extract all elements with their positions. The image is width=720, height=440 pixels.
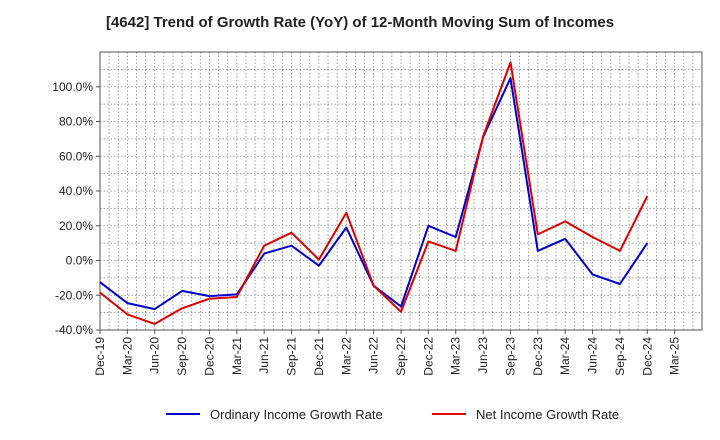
x-tick-label: Mar-20 — [120, 337, 134, 375]
x-tick-label: Sep-23 — [503, 337, 517, 376]
x-tick-label: Jun-21 — [257, 337, 271, 374]
net-income-growth-line — [99, 61, 649, 325]
x-tick-label: Mar-22 — [339, 337, 353, 375]
x-tick-label: Dec-19 — [93, 337, 107, 376]
x-tick-label: Sep-21 — [285, 337, 299, 376]
x-tick-label: Dec-23 — [531, 337, 545, 376]
x-tick-label: Mar-24 — [558, 337, 572, 375]
x-tick-label: Jun-20 — [148, 337, 162, 374]
x-tick-label: Dec-21 — [312, 337, 326, 376]
y-tick-label: 80.0% — [59, 115, 93, 129]
y-tick-label: -20.0% — [55, 288, 93, 302]
x-tick-label: Mar-21 — [230, 337, 244, 375]
x-tick-label: Mar-25 — [668, 337, 682, 375]
x-tick-label: Sep-20 — [175, 337, 189, 376]
legend-label: Ordinary Income Growth Rate — [210, 407, 383, 422]
x-tick-label: Dec-20 — [202, 337, 216, 376]
x-tick-label: Jun-22 — [367, 337, 381, 374]
x-tick-label: Sep-24 — [613, 337, 627, 376]
legend-label: Net Income Growth Rate — [476, 407, 619, 422]
y-tick-label: 60.0% — [59, 149, 93, 163]
y-tick-label: 0.0% — [66, 254, 94, 268]
y-tick-label: 20.0% — [59, 219, 93, 233]
x-tick-label: Jun-24 — [586, 337, 600, 374]
x-tick-label: Dec-24 — [640, 337, 654, 376]
x-tick-label: Jun-23 — [476, 337, 490, 374]
x-tick-label: Dec-22 — [421, 337, 435, 376]
y-tick-label: -40.0% — [55, 323, 93, 337]
y-tick-label: 100.0% — [52, 80, 93, 94]
x-tick-label: Mar-23 — [449, 337, 463, 375]
y-tick-label: 40.0% — [59, 184, 93, 198]
chart-title: [4642] Trend of Growth Rate (YoY) of 12-… — [105, 14, 615, 31]
x-tick-label: Sep-22 — [394, 337, 408, 376]
